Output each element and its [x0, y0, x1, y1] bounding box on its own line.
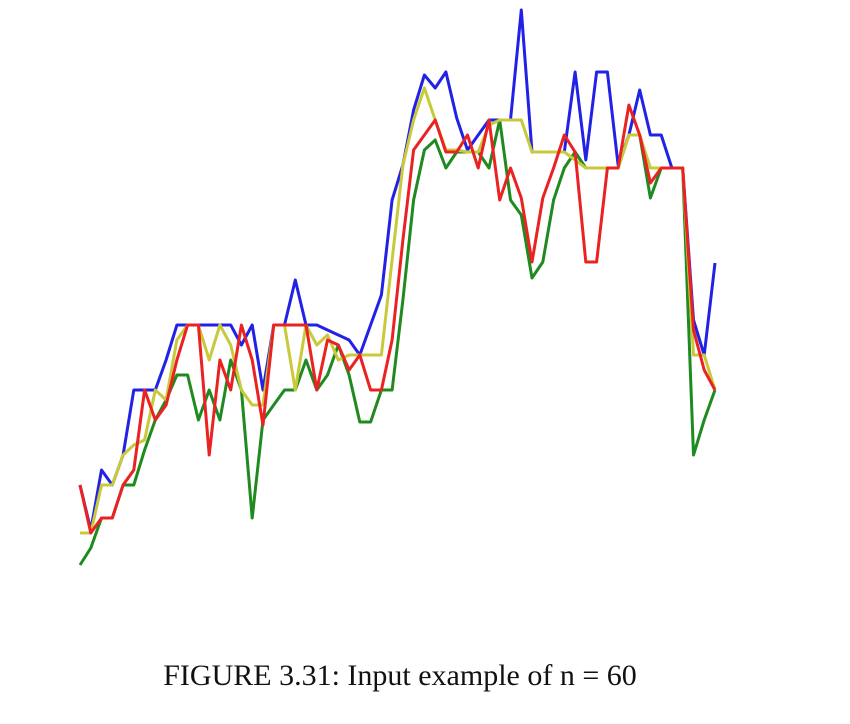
data-line	[78, 8, 717, 532]
figure-caption: FIGURE 3.31: Input example of n = 60	[163, 659, 637, 692]
data-line	[78, 103, 717, 535]
